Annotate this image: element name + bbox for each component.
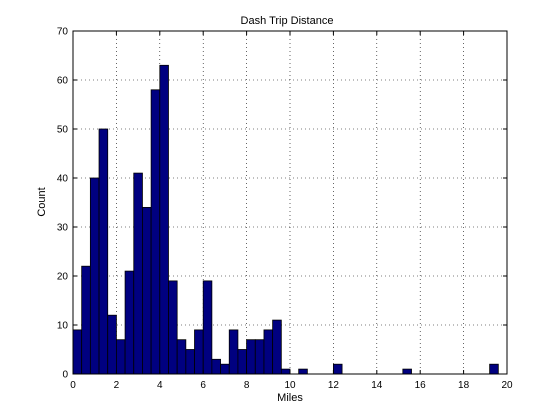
histogram-bar xyxy=(272,319,282,375)
histogram-bar xyxy=(116,339,126,375)
histogram-bar xyxy=(159,64,169,375)
histogram-bar xyxy=(185,349,195,375)
bars xyxy=(72,64,499,375)
x-tick-label: 18 xyxy=(458,380,470,391)
histogram-bar xyxy=(332,363,343,375)
y-tick-label: 50 xyxy=(57,125,69,136)
histogram-bar xyxy=(124,270,135,375)
histogram-bar xyxy=(402,368,412,375)
y-tick-label: 30 xyxy=(57,223,69,234)
histogram-bar xyxy=(280,368,291,375)
plot-frame xyxy=(72,30,508,375)
x-tick-label: 12 xyxy=(328,380,340,391)
histogram-bar xyxy=(228,329,239,375)
x-tick-label: 0 xyxy=(70,380,76,391)
histogram-bar xyxy=(489,363,499,375)
histogram-bar xyxy=(176,339,187,375)
x-tick-label: 20 xyxy=(501,380,513,391)
histogram-bar xyxy=(72,329,83,375)
y-axis-label: Count xyxy=(36,187,48,216)
axis-ticks: 0 2 4 6 8 10 12 14 16 18 20 0 10 20 30 40 50 60 70 xyxy=(57,27,513,392)
histogram-bar xyxy=(202,280,213,375)
y-tick-label: 20 xyxy=(57,272,69,283)
histogram-bar xyxy=(89,177,100,375)
histogram-bar xyxy=(298,368,308,375)
histogram-bar xyxy=(81,265,91,375)
histogram-bar xyxy=(98,128,109,375)
y-tick-label: 0 xyxy=(62,370,68,381)
x-tick-label: 14 xyxy=(371,380,383,391)
histogram-bar xyxy=(107,314,117,375)
x-tick-label: 6 xyxy=(200,380,206,391)
histogram-bar xyxy=(142,206,152,375)
chart-title: Dash Trip Distance xyxy=(241,15,334,27)
x-tick-label: 2 xyxy=(114,380,120,391)
histogram-bar xyxy=(211,358,221,375)
histogram-bar xyxy=(237,349,247,375)
x-tick-label: 10 xyxy=(284,380,296,391)
histogram-bar xyxy=(263,329,274,375)
y-tick-label: 60 xyxy=(57,76,69,87)
y-tick-label: 10 xyxy=(57,321,69,332)
histogram-bar xyxy=(194,329,204,375)
histogram-bar xyxy=(246,339,256,375)
y-tick-label: 40 xyxy=(57,174,69,185)
histogram-bar xyxy=(150,89,161,375)
histogram-bar xyxy=(220,363,230,375)
x-axis-label: Miles xyxy=(277,392,303,404)
y-tick-label: 70 xyxy=(57,27,69,38)
histogram-bar xyxy=(254,339,265,375)
x-tick-label: 16 xyxy=(415,380,427,391)
x-tick-label: 8 xyxy=(244,380,250,391)
histogram-bar xyxy=(168,280,178,375)
histogram-bar xyxy=(133,172,143,375)
x-tick-label: 4 xyxy=(157,380,163,391)
